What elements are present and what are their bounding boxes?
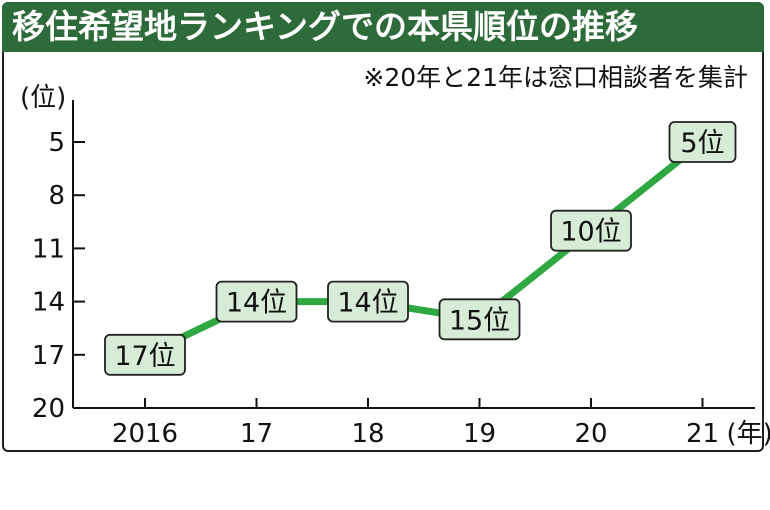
data-label-text: 14位 (226, 288, 287, 319)
data-label: 5位 (668, 121, 737, 163)
x-tick-label: 17 (240, 419, 273, 449)
x-tick-label: 18 (351, 419, 384, 449)
data-label-box (438, 298, 521, 341)
data-label: 15位 (438, 298, 521, 341)
y-axis-label: (位) (20, 83, 66, 113)
chart-note: ※20年と21年は窓口相談者を集計 (363, 63, 748, 92)
data-label: 14位 (327, 280, 409, 323)
x-ticks: 2016 17 18 19 20 21 (年) (112, 398, 770, 449)
y-ticks: 5 8 11 14 17 20 (32, 128, 85, 424)
data-label: 14位 (215, 280, 298, 323)
data-label-box (668, 121, 737, 163)
data-label-text: 14位 (337, 288, 398, 319)
data-label-text: 5位 (680, 128, 724, 159)
data-label: 17位 (104, 333, 186, 376)
data-label-box (104, 333, 186, 376)
data-label-text: 10位 (560, 217, 621, 248)
chart-frame (2, 2, 764, 452)
x-axis-unit: (年) (727, 419, 770, 449)
y-tick-label: 11 (32, 234, 65, 264)
y-tick-label: 8 (48, 181, 65, 211)
data-label-text: 17位 (114, 341, 175, 372)
y-tick-label: 17 (32, 341, 65, 371)
x-tick-label: 2016 (112, 419, 178, 449)
chart-title: 移住希望地ランキングでの本県順位の推移 (2, 2, 764, 52)
data-label-box (550, 209, 632, 252)
data-label-text: 15位 (449, 305, 510, 336)
data-label: 10位 (550, 209, 632, 252)
data-label-box (327, 280, 409, 323)
data-labels: 17位 14位 14位 15位 10位 5位 (104, 121, 737, 376)
y-tick-label: 20 (32, 394, 65, 424)
axes: (位) (20, 83, 755, 409)
data-label-box (215, 280, 298, 323)
y-tick-label: 5 (48, 128, 65, 158)
y-tick-label: 14 (32, 288, 65, 318)
x-tick-label: 20 (574, 419, 607, 449)
x-tick-label: 19 (463, 419, 496, 449)
x-tick-label: 21 (686, 419, 719, 449)
